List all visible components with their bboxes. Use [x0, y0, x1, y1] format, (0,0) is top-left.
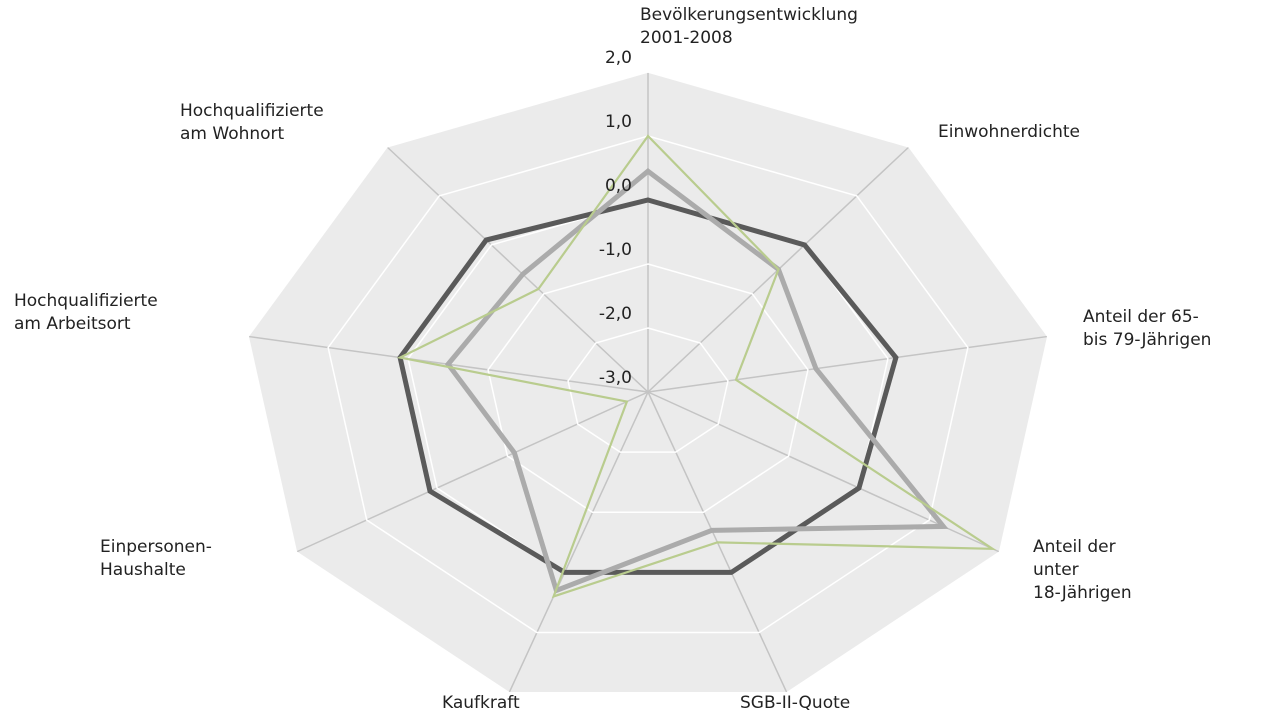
spoke	[647, 335, 1048, 393]
axis-label: Anteil der 65- bis 79-Jährigen	[1083, 307, 1211, 350]
axis-label: Anteil der unter 18-Jährigen	[1033, 537, 1132, 603]
axis-label: SGB-II-Quote	[740, 693, 850, 713]
series-line	[397, 197, 899, 575]
series-line	[444, 168, 949, 594]
axis-label: Hochqualifizierte am Arbeitsort	[14, 291, 163, 334]
grid-line	[327, 135, 969, 634]
spoke	[386, 146, 649, 393]
axis-label: Einpersonen- Haushalte	[100, 537, 217, 580]
grid-line	[487, 263, 809, 514]
y-tick-label: 1,0	[605, 112, 632, 132]
y-tick-label: 2,0	[605, 48, 632, 68]
axis-label: Kaufkraft	[442, 693, 520, 713]
y-tick-label: 0,0	[605, 176, 632, 196]
y-tick-label: -3,0	[599, 368, 632, 388]
y-tick-label: -2,0	[599, 304, 632, 324]
y-tick-label: -1,0	[599, 240, 632, 260]
grid-line	[247, 71, 1049, 694]
spoke	[296, 391, 649, 553]
axis-label: Hochqualifizierte am Wohnort	[180, 101, 329, 144]
series-line	[396, 134, 997, 599]
axis-label: Einwohnerdichte	[938, 122, 1080, 142]
axis-label: Bevölkerungsentwicklung 2001-2008	[640, 5, 863, 48]
spoke	[508, 391, 649, 694]
grid-line	[567, 327, 729, 453]
